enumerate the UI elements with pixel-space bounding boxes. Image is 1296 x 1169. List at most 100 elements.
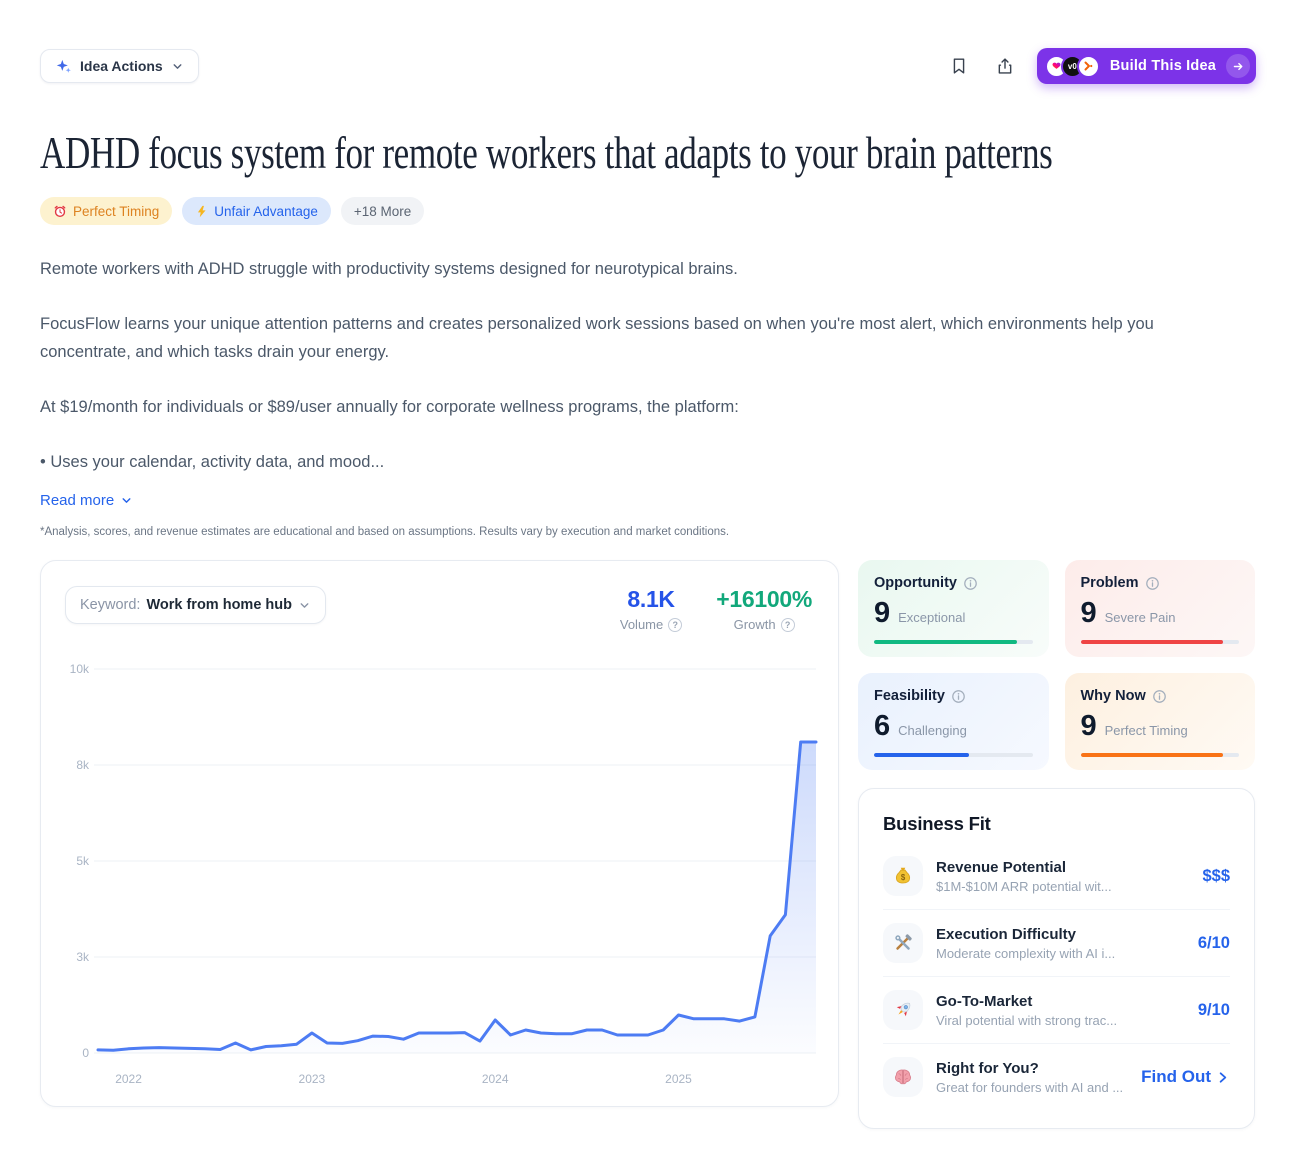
fit-row-execution-difficulty[interactable]: Execution Difficulty Moderate complexity… xyxy=(883,909,1230,976)
score-title: Why Now xyxy=(1080,688,1146,704)
svg-text:2024: 2024 xyxy=(482,1072,509,1086)
score-meter xyxy=(874,640,1033,644)
volume-stat: 8.1K Volume ? xyxy=(619,586,683,632)
read-more-button[interactable]: Read more xyxy=(40,492,133,509)
tag-more[interactable]: +18 More xyxy=(340,197,425,225)
fit-row-subtitle: $1M-$10M ARR potential wit... xyxy=(936,878,1112,894)
trend-chart: 0 3k 5k 8k 10k 2022 2023 2024 2025 xyxy=(70,662,818,1086)
description-paragraph: • Uses your calendar, activity data, and… xyxy=(40,453,385,471)
svg-text:8k: 8k xyxy=(76,758,90,772)
business-fit-title: Business Fit xyxy=(883,813,991,834)
fit-row-title: Go-To-Market xyxy=(936,992,1033,1010)
volume-label: Volume xyxy=(619,617,664,632)
business-fit-card: Business Fit $ Revenue Potential $1M-$10… xyxy=(858,788,1255,1129)
svg-text:2025: 2025 xyxy=(665,1072,692,1086)
hammer-wrench-icon xyxy=(883,923,923,963)
fit-row-title: Execution Difficulty xyxy=(936,925,1077,943)
idea-detail-page: Idea Actions v0 xyxy=(40,0,1256,1169)
keyword-label: Keyword: xyxy=(80,597,141,613)
fit-row-right-for-you[interactable]: Right for You? Great for founders with A… xyxy=(883,1043,1230,1110)
score-card-opportunity: Opportunity 9 Exceptional xyxy=(858,560,1049,657)
score-card-why-now: Why Now 9 Perfect Timing xyxy=(1064,673,1255,770)
bookmark-button[interactable] xyxy=(945,52,973,80)
fit-row-title: Revenue Potential xyxy=(936,858,1067,876)
build-this-idea-button[interactable]: v0 Build This Idea xyxy=(1036,48,1256,84)
info-icon[interactable] xyxy=(951,689,966,704)
score-meter xyxy=(1080,753,1239,757)
score-title: Problem xyxy=(1080,575,1139,591)
bolt-logo-icon xyxy=(1076,54,1100,78)
score-word: Severe Pain xyxy=(1104,610,1176,625)
build-this-idea-label: Build This Idea xyxy=(1109,58,1216,74)
help-icon[interactable]: ? xyxy=(668,617,683,632)
bookmark-icon xyxy=(949,56,969,76)
fit-row-value: 6/10 xyxy=(1197,933,1230,952)
read-more-label: Read more xyxy=(40,492,115,509)
share-button[interactable] xyxy=(991,52,1019,80)
description-paragraph: Remote workers with ADHD struggle with p… xyxy=(40,260,738,278)
sparkle-icon xyxy=(55,58,72,75)
content-grid: 0 3k 5k 8k 10k 2022 2023 2024 2025 Keyword: Work… xyxy=(40,560,1256,1169)
tag-label: +18 More xyxy=(353,203,412,219)
trend-chart-card: 0 3k 5k 8k 10k 2022 2023 2024 2025 Keyword: Work… xyxy=(40,560,839,1107)
svg-text:$: $ xyxy=(901,873,906,882)
growth-value: +16100% xyxy=(716,586,812,612)
money-bag-icon: $ xyxy=(883,856,923,896)
fit-row-go-to-market[interactable]: Go-To-Market Viral potential with strong… xyxy=(883,976,1230,1043)
score-word: Challenging xyxy=(898,723,967,738)
score-number: 9 xyxy=(1080,597,1097,629)
idea-actions-button[interactable]: Idea Actions xyxy=(40,49,199,83)
rocket-icon xyxy=(883,990,923,1030)
info-icon[interactable] xyxy=(1145,576,1160,591)
svg-text:2022: 2022 xyxy=(115,1072,142,1086)
tag-list: Perfect Timing Unfair Advantage +18 More xyxy=(40,197,1256,225)
tag-label: Perfect Timing xyxy=(73,203,160,219)
chevron-right-icon xyxy=(1215,1070,1230,1085)
topbar-actions: v0 Build This Idea xyxy=(945,48,1256,84)
svg-text:2023: 2023 xyxy=(299,1072,326,1086)
page-title: ADHD focus system for remote workers tha… xyxy=(40,128,1053,178)
fit-row-subtitle: Great for founders with AI and ... xyxy=(936,1079,1124,1095)
business-fit-rows: $ Revenue Potential $1M-$10M ARR potenti… xyxy=(883,843,1230,1110)
score-meter xyxy=(1080,640,1239,644)
chevron-down-icon xyxy=(298,599,311,612)
svg-text:0: 0 xyxy=(82,1046,89,1060)
fit-row-revenue-potential[interactable]: $ Revenue Potential $1M-$10M ARR potenti… xyxy=(883,843,1230,909)
score-word: Exceptional xyxy=(898,610,966,625)
description-paragraph: At $19/month for individuals or $89/user… xyxy=(40,398,739,416)
alarm-clock-icon xyxy=(53,204,67,218)
volume-value: 8.1K xyxy=(627,586,675,612)
help-icon[interactable]: ? xyxy=(780,617,795,632)
share-icon xyxy=(995,56,1015,76)
brain-icon xyxy=(883,1057,923,1097)
chevron-down-icon xyxy=(120,494,133,507)
tag-unfair-advantage[interactable]: Unfair Advantage xyxy=(182,197,331,225)
keyword-select[interactable]: Keyword: Work from home hub xyxy=(65,586,326,624)
info-icon[interactable] xyxy=(1152,689,1167,704)
disclaimer-text: *Analysis, scores, and revenue estimates… xyxy=(40,526,730,538)
fit-row-subtitle: Moderate complexity with AI i... xyxy=(936,945,1116,961)
score-title: Opportunity xyxy=(874,575,957,591)
fit-row-value: 9/10 xyxy=(1197,1000,1230,1019)
tag-label: Unfair Advantage xyxy=(214,203,318,219)
fit-row-subtitle: Viral potential with strong trac... xyxy=(936,1012,1118,1028)
builder-logos: v0 xyxy=(1044,54,1100,78)
info-icon[interactable] xyxy=(963,576,978,591)
description-paragraph: FocusFlow learns your unique attention p… xyxy=(40,315,1154,361)
tag-perfect-timing[interactable]: Perfect Timing xyxy=(40,197,173,225)
svg-text:10k: 10k xyxy=(70,662,90,676)
idea-description: Remote workers with ADHD struggle with p… xyxy=(40,255,1256,476)
chart-header: Keyword: Work from home hub 8.1K Volume … xyxy=(41,561,838,632)
lightning-bolt-icon xyxy=(195,205,208,218)
idea-actions-label: Idea Actions xyxy=(80,58,163,74)
score-number: 9 xyxy=(1080,710,1097,742)
svg-text:3k: 3k xyxy=(76,950,90,964)
score-meter xyxy=(874,753,1033,757)
find-out-link[interactable]: Find Out xyxy=(1141,1067,1230,1087)
score-grid: Opportunity 9 Exceptional Problem xyxy=(858,560,1255,770)
score-number: 9 xyxy=(874,597,891,629)
score-title: Feasibility xyxy=(874,688,945,704)
svg-text:5k: 5k xyxy=(76,854,90,868)
fit-row-title: Right for You? xyxy=(936,1059,1039,1077)
growth-label: Growth xyxy=(733,617,776,632)
